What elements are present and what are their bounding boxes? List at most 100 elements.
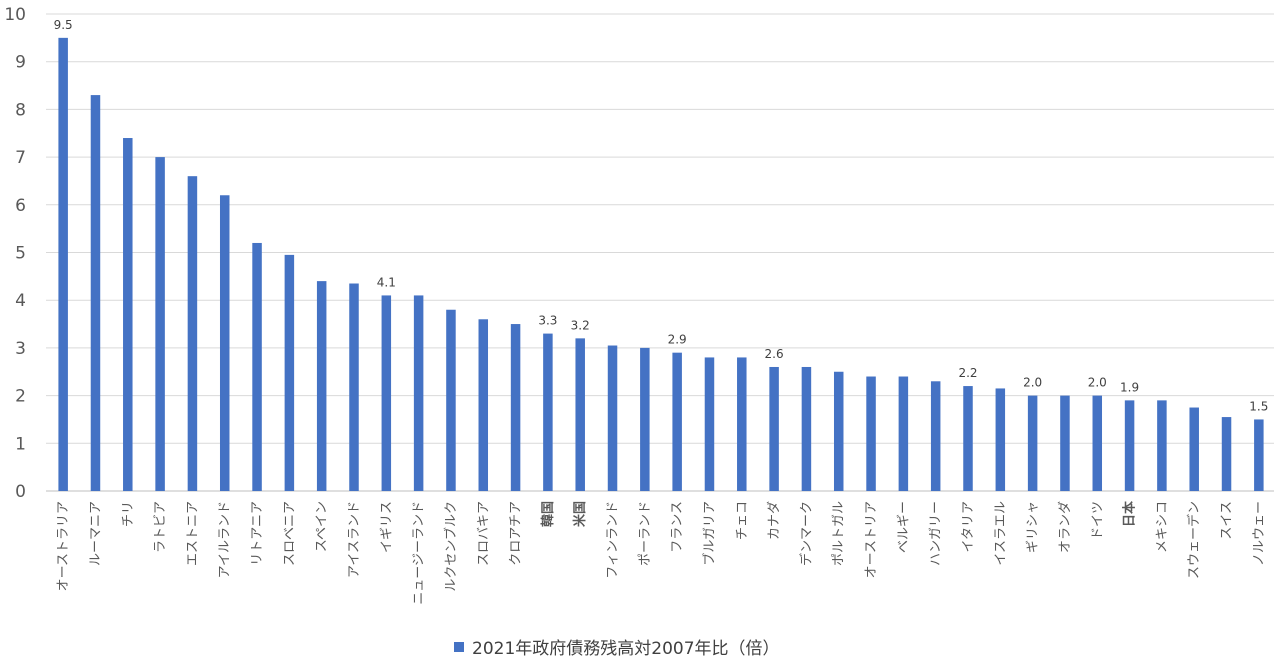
legend-label: 2021年政府債務残高対2007年比（倍） [472,639,780,659]
bar [478,319,489,491]
legend: 2021年政府債務残高対2007年比（倍） [454,639,780,659]
category-label: ブルガリア [701,501,717,566]
bar [219,195,230,491]
category-label: リトアニア [250,501,265,566]
category-label: 米国 [572,501,588,527]
category-label: イギリス [379,501,394,553]
category-label: カナダ [767,501,782,540]
y-tick-label: 2 [15,387,26,407]
data-label: 2.9 [668,333,687,347]
bar [381,295,392,491]
data-label: 2.2 [958,366,977,380]
data-label: 1.9 [1120,380,1139,394]
bar [1027,395,1038,491]
y-tick-label: 7 [15,148,26,168]
y-tick-label: 1 [15,434,26,454]
data-label: 2.0 [1088,376,1107,390]
category-label: エストニア [185,501,200,566]
category-label: ルーマニア [88,501,103,566]
y-tick-label: 3 [15,339,26,359]
bar [1092,395,1103,491]
data-label: 3.3 [538,314,557,328]
bar [1060,395,1070,491]
data-label: 2.6 [765,347,784,361]
bar [575,338,585,491]
bar [252,242,262,491]
data-label: 4.1 [377,275,396,289]
category-label: ルクセンブルク [443,501,459,592]
category-label: チリ [121,501,136,527]
category-label: デンマーク [798,501,814,566]
bar [737,357,747,491]
y-axis-ticks: 0 1 2 3 4 5 6 7 8 9 10 [4,5,26,502]
bar [123,138,133,491]
bar [769,366,779,491]
bar [1124,400,1135,491]
data-label: 3.2 [571,318,590,332]
category-label: メキシコ [1155,501,1170,553]
category-label: スロベニア [282,501,297,566]
category-label: チェコ [735,501,750,540]
category-label: イスラエル [993,501,1008,566]
category-label: オーストラリア [56,501,71,591]
bar [963,386,973,491]
y-tick-label: 5 [15,244,26,264]
category-label: ドイツ [1090,501,1105,540]
y-tick-label: 0 [15,482,26,502]
category-label: スロバキア [476,501,491,566]
bar [607,345,618,491]
category-label: オランダ [1058,501,1073,553]
legend-swatch [454,642,464,652]
bar [640,347,650,491]
category-label: ニュージーランド [412,501,427,605]
bar [1157,400,1167,491]
bar [316,281,327,491]
bar [672,352,682,491]
category-label: フィンランド [606,501,621,579]
data-labels: 9.5 4.1 3.3 3.2 2.9 2.6 2.2 2.0 2.0 1.9 1.5 [54,18,1269,414]
category-label: スウェーデン [1186,501,1202,579]
category-label: イタリア [961,501,976,552]
category-label: ノルウェー [1252,501,1267,566]
bar [930,381,941,491]
bar [995,388,1006,491]
bar [704,357,715,491]
bar [510,324,521,491]
bar [543,333,553,491]
bar [413,295,424,491]
bar [898,376,909,491]
category-label: ポーランド [638,501,653,566]
data-label: 1.5 [1249,399,1268,413]
bar [801,366,812,491]
category-label: フランス [670,501,685,553]
data-label: 9.5 [54,18,73,32]
category-label: 日本 [1122,501,1138,527]
bar [187,176,198,491]
bar [58,37,68,491]
category-label: アイルランド [218,501,233,578]
gridlines [46,13,1274,492]
bar [284,254,295,491]
category-label: ポルトガル [832,501,847,566]
bar [446,309,456,491]
category-label: ラトビア [153,501,168,553]
category-label: ベルギー [896,501,911,553]
y-tick-label: 9 [15,53,26,73]
y-tick-label: 10 [4,5,26,25]
bar [155,157,165,491]
data-label: 2.0 [1023,376,1042,390]
category-label: オーストリア [864,501,879,578]
category-label: ギリシャ [1026,501,1041,553]
category-label: 韓国 [540,501,556,527]
bars [58,37,1264,491]
y-tick-label: 4 [15,291,26,311]
category-labels: オーストラリア ルーマニア チリ ラトビア エストニア アイルランド リトアニア スロベニア ス… [56,501,1267,605]
bar [1221,417,1232,491]
category-label: スイス [1220,501,1235,540]
bar [866,376,876,491]
category-label: クロアチア [509,501,524,566]
bar [833,371,844,491]
y-tick-label: 6 [15,196,26,216]
bar [90,95,101,491]
